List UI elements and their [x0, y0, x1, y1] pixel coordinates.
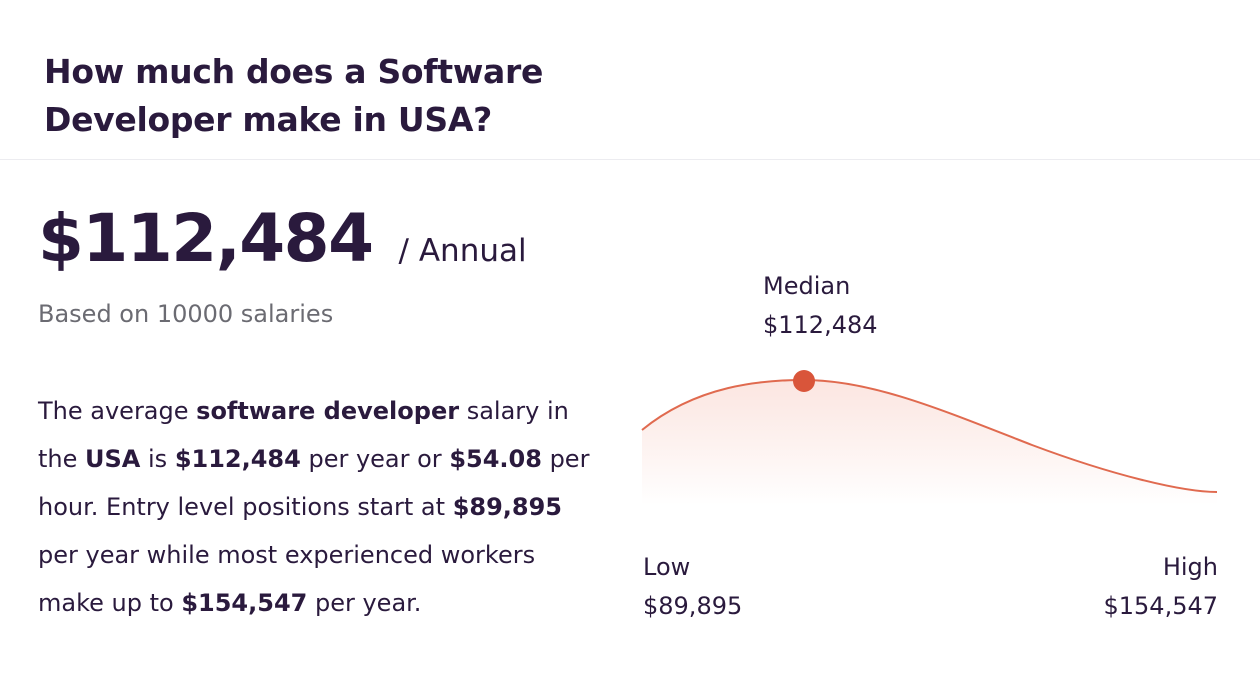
high-value: $154,547 — [1103, 592, 1218, 620]
summary-max-salary: $154,547 — [181, 589, 308, 617]
low-label: Low — [643, 553, 691, 581]
median-value: $112,484 — [763, 311, 878, 339]
summary-text: per year. — [307, 589, 422, 617]
summary-text: per year while most experienced workers … — [38, 541, 536, 617]
summary-location: USA — [85, 445, 141, 473]
salary-period: / Annual — [398, 233, 527, 269]
salary-sample-count: Based on 10000 salaries — [38, 300, 334, 328]
summary-hourly-rate: $54.08 — [449, 445, 542, 473]
page-title: How much does a Software Developer make … — [44, 52, 544, 139]
summary-text: The average — [38, 397, 197, 425]
summary-entry-salary: $89,895 — [452, 493, 562, 521]
high-label: High — [1162, 553, 1218, 581]
summary-job-title: software developer — [196, 397, 460, 425]
median-marker — [793, 370, 815, 392]
salary-distribution-chart: Median $112,484 Low $89,895 High $154,54… — [641, 260, 1222, 630]
distribution-line — [641, 378, 1218, 493]
summary-annual-salary: $112,484 — [174, 445, 301, 473]
median-label: Median — [763, 272, 851, 300]
summary-text: per hour. Entry level positions start at — [38, 445, 590, 521]
salary-summary: $112,484 / Annual — [38, 200, 527, 290]
salary-amount: $112,484 — [38, 200, 374, 277]
summary-text: salary in the — [38, 397, 569, 473]
low-value: $89,895 — [643, 592, 743, 620]
summary-text: per year or — [300, 445, 450, 473]
page-header: How much does a Software Developer make … — [0, 0, 1260, 160]
distribution-curve-svg — [641, 370, 1218, 505]
salary-description: The average software developer salary in… — [38, 387, 598, 627]
distribution-area — [642, 380, 1217, 505]
summary-text: is — [140, 445, 175, 473]
